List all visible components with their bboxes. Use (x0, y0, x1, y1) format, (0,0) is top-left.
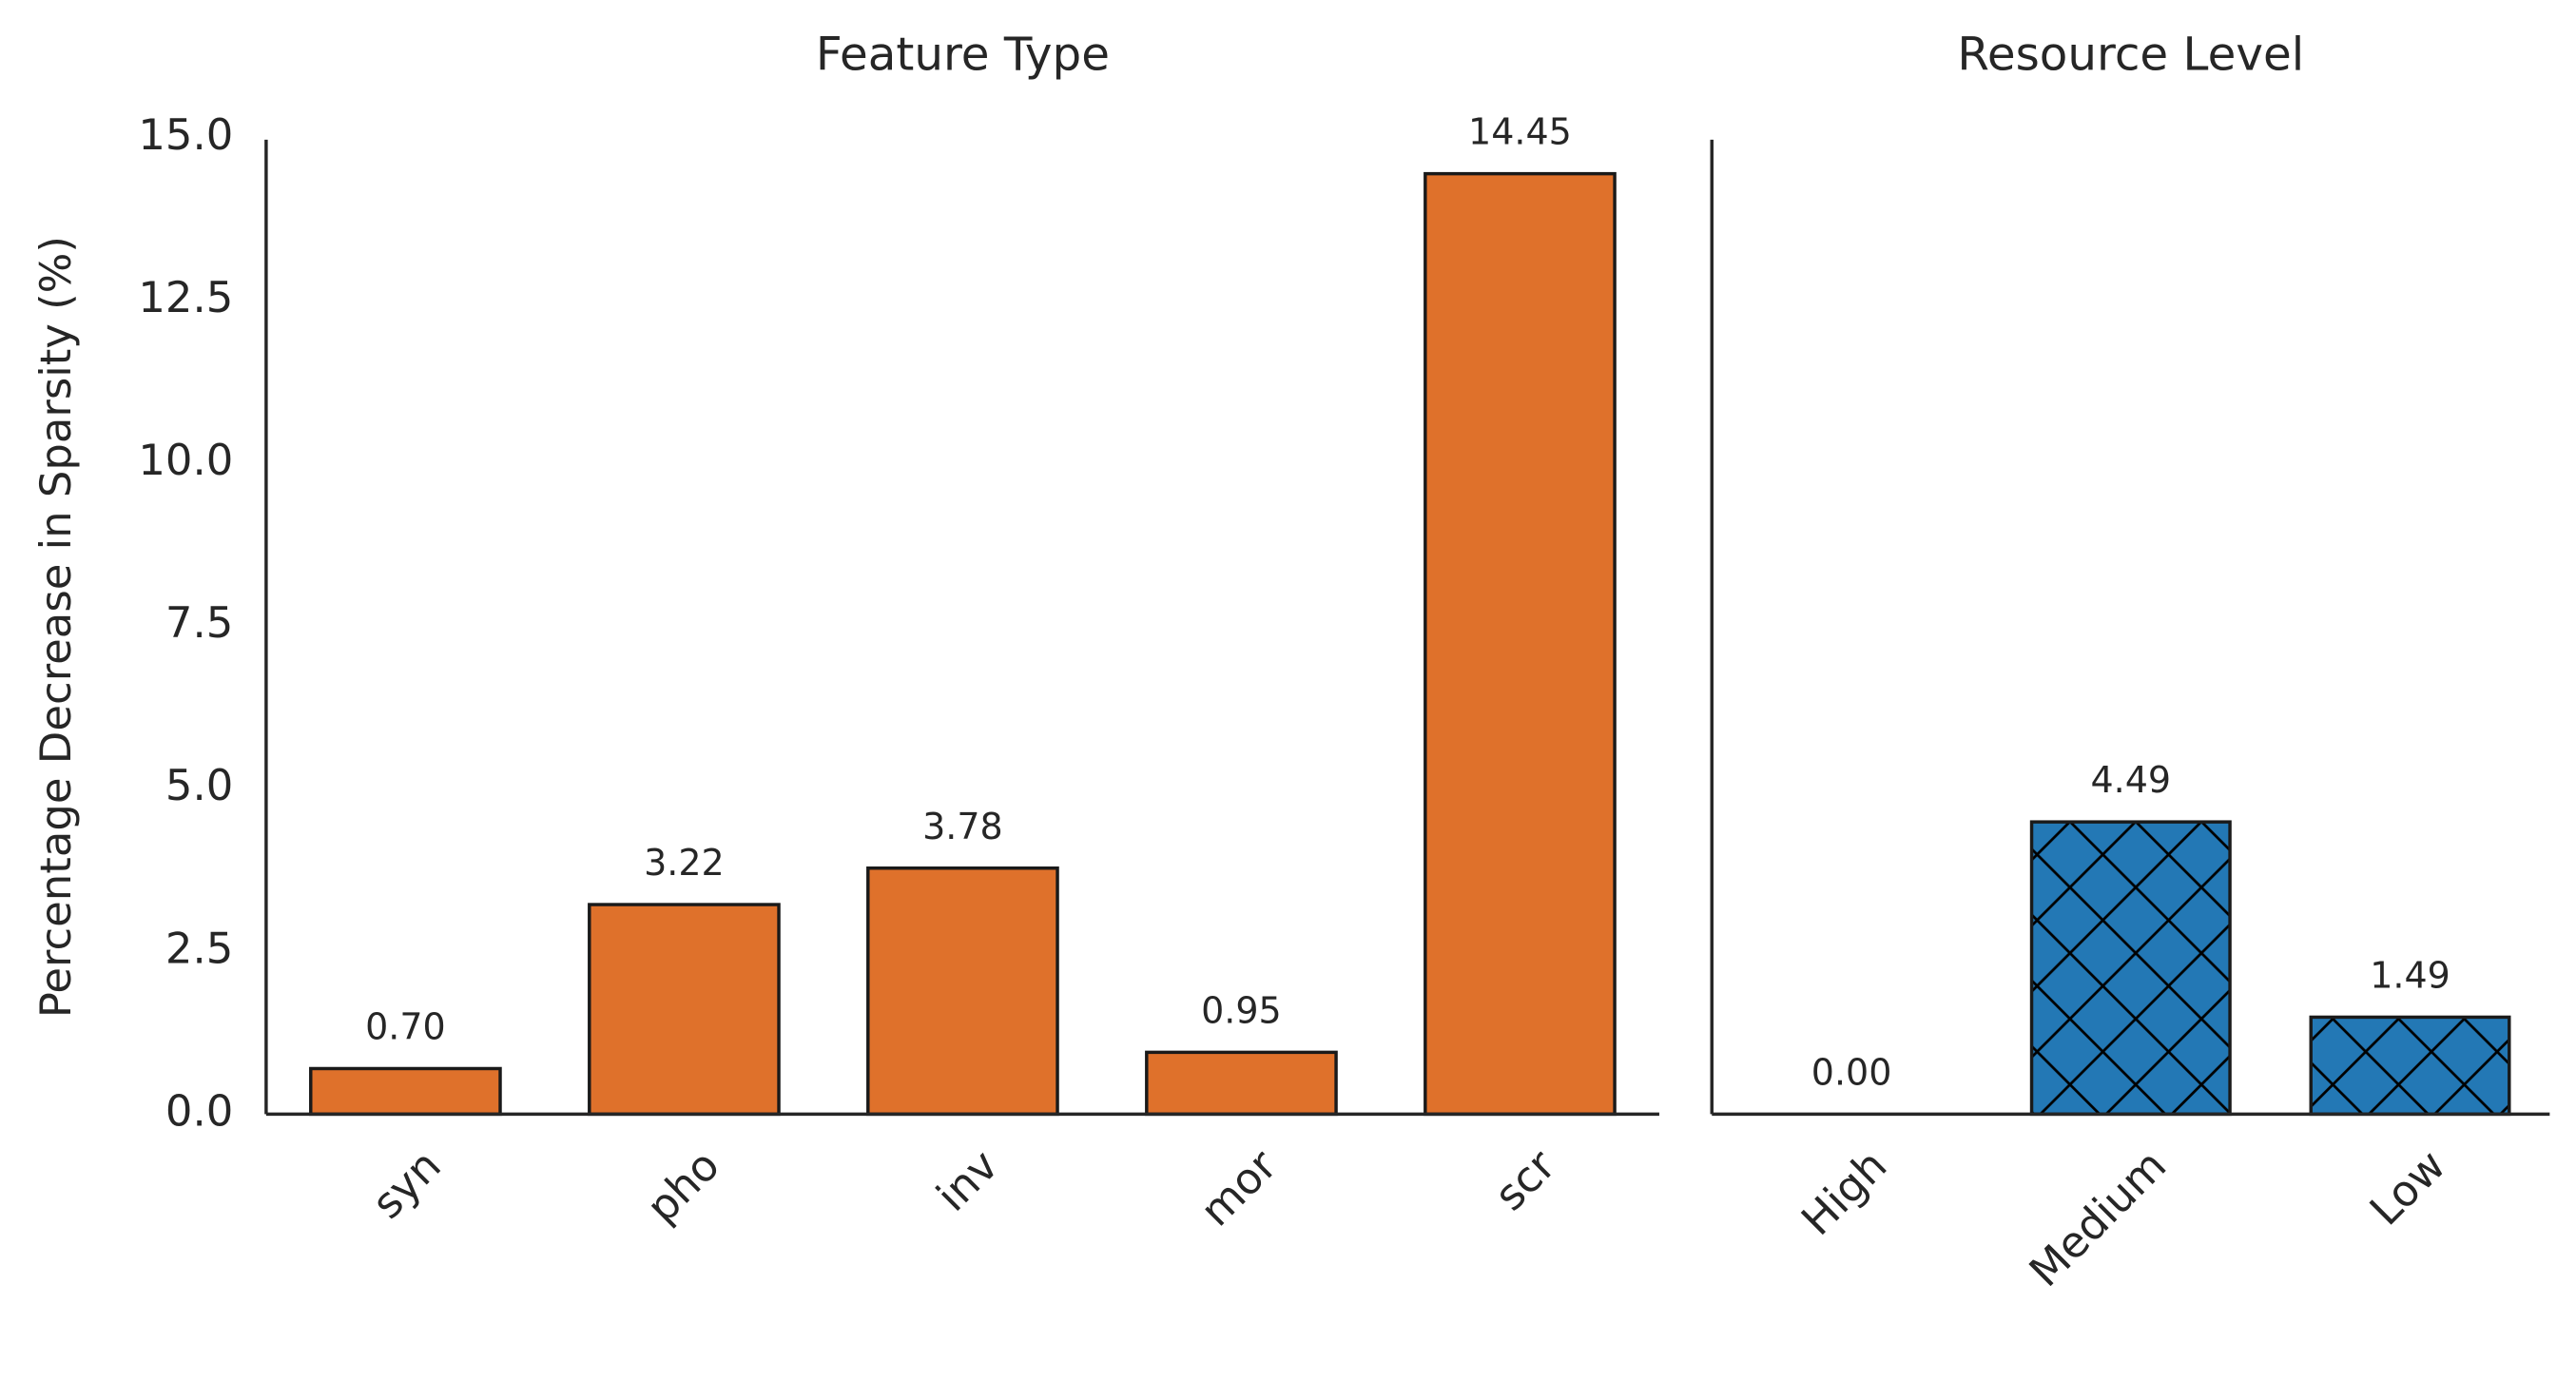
bar (2309, 1015, 2511, 1117)
x-tick-label: inv (927, 1140, 1008, 1221)
value-label: 14.45 (1468, 111, 1572, 153)
bar (2029, 820, 2232, 1117)
y-tick-label: 2.5 (165, 923, 233, 973)
value-label: 0.95 (1201, 989, 1282, 1031)
value-label: 0.00 (1811, 1051, 1892, 1093)
x-tick-label: pho (637, 1140, 729, 1233)
y-tick-label: 5.0 (165, 760, 233, 810)
bar (588, 903, 781, 1117)
value-label: 3.78 (922, 806, 1003, 847)
bar (309, 1066, 502, 1117)
y-axis-label: Percentage Decrease in Sparsity (%) (30, 236, 81, 1018)
y-tick-label: 10.0 (138, 435, 233, 485)
bar (1145, 1050, 1338, 1117)
x-tick-label: scr (1484, 1139, 1565, 1220)
x-tick-label: Medium (2020, 1140, 2176, 1296)
x-tick-label: mor (1191, 1139, 1287, 1236)
value-label: 1.49 (2370, 954, 2450, 996)
y-tick-label: 15.0 (138, 109, 233, 160)
x-tick-label: syn (362, 1140, 451, 1229)
chart-title: Resource Level (1957, 28, 2304, 81)
x-tick-label: Low (2360, 1140, 2455, 1236)
value-label: 3.22 (644, 842, 725, 884)
bar (866, 866, 1059, 1117)
value-label: 4.49 (2090, 759, 2171, 801)
x-tick-label: High (1792, 1140, 1896, 1245)
y-tick-label: 12.5 (138, 272, 233, 322)
y-tick-label: 0.0 (165, 1085, 233, 1136)
y-tick-label: 7.5 (165, 597, 233, 648)
chart-title: Feature Type (816, 28, 1110, 81)
value-label: 0.70 (365, 1006, 446, 1048)
bar (1424, 171, 1617, 1117)
